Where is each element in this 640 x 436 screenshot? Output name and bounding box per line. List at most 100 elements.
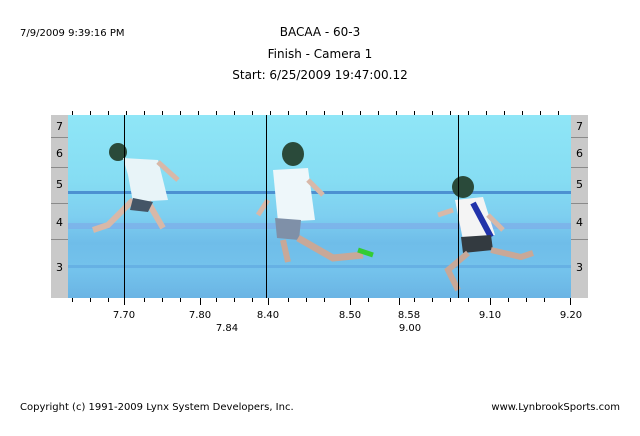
tick-mark (540, 111, 541, 115)
tick-mark (432, 111, 433, 115)
tick-mark (270, 111, 271, 115)
race-title: BACAA - 60-3 (279, 25, 361, 39)
tick-mark (90, 298, 91, 302)
lane-divider (571, 167, 588, 168)
lane-label: 7 (56, 120, 63, 133)
lane-scale-right: 7 6 5 4 3 (571, 115, 588, 298)
tick-mark (216, 111, 217, 115)
tick-mark (180, 111, 181, 115)
tick-mark (234, 111, 235, 115)
lane-divider (51, 137, 68, 138)
tick-mark (490, 298, 491, 305)
tick-mark (350, 298, 351, 305)
tick-mark (526, 298, 527, 302)
lane-divider (571, 239, 588, 240)
finish-time-line (124, 115, 125, 298)
tick-mark (324, 111, 325, 115)
tick-mark (234, 298, 235, 302)
tick-mark (72, 111, 73, 115)
tick-mark (306, 111, 307, 115)
tick-mark (180, 298, 181, 302)
tick-mark (378, 111, 379, 115)
copyright-text: Copyright (c) 1991-2009 Lynx System Deve… (20, 402, 294, 413)
tick-mark (544, 298, 545, 302)
lane-divider (571, 203, 588, 204)
tick-mark (486, 111, 487, 115)
tick-mark (399, 298, 400, 305)
time-ruler-bottom (68, 298, 571, 306)
runner-image (437, 176, 534, 292)
tick-mark (396, 111, 397, 115)
tick-mark (252, 298, 253, 302)
time-label: 9.20 (559, 310, 583, 321)
tick-mark (360, 111, 361, 115)
lane-label: 7 (576, 120, 583, 133)
tick-mark (508, 298, 509, 302)
tick-mark (198, 111, 199, 115)
lane-divider (571, 137, 588, 138)
tick-mark (144, 298, 145, 302)
tick-mark (432, 298, 433, 302)
tick-mark (108, 298, 109, 302)
tick-mark (72, 298, 73, 302)
lane-label: 6 (576, 147, 583, 160)
tick-mark (200, 298, 201, 305)
lane-scale-left: 7 6 5 4 3 (51, 115, 68, 298)
tick-mark (252, 111, 253, 115)
time-label: 8.50 (338, 310, 362, 321)
time-label: 8.40 (256, 310, 280, 321)
tick-mark (216, 298, 217, 302)
tick-mark (414, 111, 415, 115)
tick-mark (414, 298, 415, 302)
time-label: 7.84 (215, 323, 239, 334)
time-label: 9.00 (398, 323, 422, 334)
tick-mark (468, 298, 469, 302)
runner-image (255, 142, 374, 263)
print-timestamp: 7/9/2009 9:39:16 PM (20, 28, 125, 39)
time-label: 7.70 (112, 310, 136, 321)
tick-mark (570, 298, 571, 305)
tick-mark (162, 298, 163, 302)
tick-mark (268, 298, 269, 305)
tick-mark (558, 111, 559, 115)
tick-mark (144, 111, 145, 115)
tick-mark (342, 111, 343, 115)
tick-mark (108, 111, 109, 115)
website-link[interactable]: www.LynbrookSports.com (491, 402, 620, 413)
tick-mark (450, 298, 451, 302)
camera-label: Finish - Camera 1 (267, 47, 373, 61)
tick-mark (306, 298, 307, 302)
lane-label: 5 (576, 178, 583, 191)
tick-mark (126, 111, 127, 115)
lane-label: 3 (576, 261, 583, 274)
time-label: 9.10 (478, 310, 502, 321)
time-label: 8.58 (397, 310, 421, 321)
tick-mark (368, 298, 369, 302)
lane-divider (51, 203, 68, 204)
lane-label: 5 (56, 178, 63, 191)
tick-mark (288, 111, 289, 115)
tick-mark (288, 298, 289, 302)
lane-label: 4 (56, 216, 63, 229)
time-ruler-top (68, 109, 571, 115)
start-time: Start: 6/25/2009 19:47:00.12 (232, 68, 408, 82)
lane-label: 4 (576, 216, 583, 229)
finish-photo (68, 115, 571, 298)
time-label: 7.80 (188, 310, 212, 321)
tick-mark (162, 111, 163, 115)
finish-time-line (266, 115, 267, 298)
lane-divider (51, 167, 68, 168)
finish-time-line (458, 115, 459, 298)
lane-line (68, 265, 571, 268)
tick-mark (324, 298, 325, 302)
lane-label: 6 (56, 147, 63, 160)
tick-mark (124, 298, 125, 305)
lane-divider (51, 239, 68, 240)
lane-label: 3 (56, 261, 63, 274)
tick-mark (468, 111, 469, 115)
lane-line (68, 223, 571, 229)
tick-mark (90, 111, 91, 115)
tick-mark (504, 111, 505, 115)
runner-image (92, 143, 180, 233)
tick-mark (450, 111, 451, 115)
